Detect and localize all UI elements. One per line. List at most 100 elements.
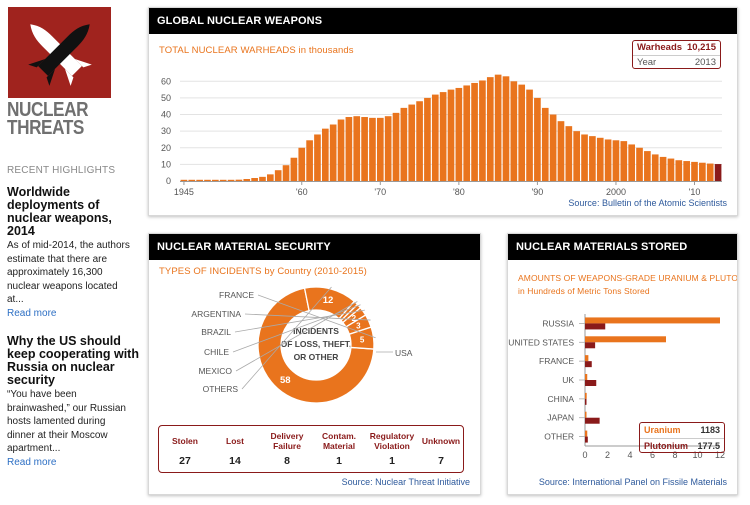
warheads-bar bbox=[573, 131, 581, 181]
materials-legend: Uranium 1183 Plutonium 177.5 bbox=[639, 422, 725, 453]
read-more-link[interactable]: Read more bbox=[7, 307, 57, 319]
warheads-bar bbox=[196, 179, 203, 181]
slice-value-label: 2 bbox=[352, 314, 357, 323]
warheads-bar bbox=[706, 163, 714, 181]
warheads-bar bbox=[675, 160, 683, 181]
story-title-line: deployments of bbox=[7, 198, 100, 212]
warheads-bar bbox=[455, 87, 463, 181]
recent-highlights-heading: RECENT HIGHLIGHTS bbox=[7, 165, 116, 176]
subtitle-line-1: AMOUNTS OF WEAPONS-GRADE URANIUM & PLUTO… bbox=[518, 273, 738, 283]
nuclear-threats-logo[interactable] bbox=[8, 7, 111, 98]
warheads-bar bbox=[290, 157, 298, 181]
slice-country-label: ARGENTINA bbox=[191, 309, 241, 319]
slice-value-label: 58 bbox=[280, 375, 291, 386]
panel-title: NUCLEAR MATERIAL SECURITY bbox=[149, 234, 480, 260]
warheads-bar bbox=[683, 161, 690, 181]
category-label: CHINA bbox=[548, 394, 575, 404]
story-2: Why the US should keep cooperating with … bbox=[7, 335, 139, 469]
warheads-bar bbox=[651, 154, 659, 181]
subtitle-rest: in thousands bbox=[295, 45, 354, 56]
warheads-bar bbox=[267, 174, 274, 181]
category-label: RUSSIA bbox=[542, 318, 574, 328]
warheads-bar bbox=[447, 89, 455, 181]
story-2-title[interactable]: Why the US should keep cooperating with … bbox=[7, 335, 139, 387]
warheads-bar bbox=[589, 136, 596, 181]
materials-stored-bar-chart: RUSSIA UNITED STATES FRANCE UK CHINA JAPAN OTH… bbox=[508, 314, 725, 460]
warheads-bar bbox=[439, 92, 447, 181]
incident-value: 8 bbox=[284, 455, 290, 467]
incident-label: Unknown bbox=[421, 436, 461, 446]
story-text-line: As of mid-2014, the authors bbox=[7, 240, 130, 251]
x-tick-label: 2000 bbox=[606, 187, 626, 197]
subtitle-line-2: in Hundreds of Metric Tons Stored bbox=[518, 286, 650, 296]
plutonium-bar bbox=[585, 417, 600, 424]
y-tick-label: 60 bbox=[161, 76, 171, 86]
incident-column: Regulatory Violation 1 bbox=[365, 426, 419, 472]
warheads-bar bbox=[306, 140, 313, 181]
incident-value: 1 bbox=[336, 455, 342, 467]
plutonium-bar bbox=[585, 436, 588, 443]
story-1-title[interactable]: Worldwide deployments of nuclear weapons… bbox=[7, 186, 125, 238]
story-title-line: Russia on nuclear bbox=[7, 360, 115, 374]
leader-line bbox=[257, 294, 376, 339]
nuclear-material-security-panel: NUCLEAR MATERIAL SECURITY TYPES OF INCID… bbox=[148, 233, 481, 495]
warheads-bar bbox=[541, 107, 549, 181]
incident-label-line: Material bbox=[322, 441, 356, 451]
x-tick-label: '60 bbox=[296, 187, 308, 197]
x-tick-label: '10 bbox=[689, 187, 701, 197]
warheads-bar bbox=[345, 117, 353, 181]
chart-subtitle: TYPES OF INCIDENTS by Country (2010-2015… bbox=[159, 266, 367, 277]
warheads-bar bbox=[227, 179, 235, 181]
donut-slice bbox=[348, 326, 375, 350]
chart-source: Source: Bulletin of the Atomic Scientist… bbox=[568, 198, 727, 208]
category-label: OTHER bbox=[544, 432, 574, 442]
uranium-bar bbox=[585, 355, 589, 362]
slice-value-label: 5 bbox=[360, 335, 365, 344]
story-title-line: nuclear weapons, bbox=[7, 211, 112, 225]
story-1-excerpt: As of mid-2014, the authors estimate tha… bbox=[7, 239, 130, 307]
panel-title: NUCLEAR MATERIALS STORED bbox=[508, 234, 737, 260]
legend-uranium-label: Uranium bbox=[644, 425, 681, 435]
incident-label-line: Violation bbox=[374, 441, 410, 451]
callout-year-label: Year bbox=[637, 56, 657, 68]
warheads-bar bbox=[581, 134, 588, 181]
uranium-bar bbox=[585, 411, 587, 418]
subtitle-caps: TOTAL NUCLEAR WARHEADS bbox=[159, 45, 296, 56]
incident-label: Regulatory Violation bbox=[365, 431, 419, 451]
leader-line bbox=[241, 286, 332, 390]
story-text-line: hosts lamented during bbox=[7, 416, 106, 427]
chart-subtitle: TOTAL NUCLEAR WARHEADS in thousands bbox=[159, 45, 354, 56]
story-text-line: dinner at their Moscow bbox=[7, 429, 108, 441]
warheads-bar bbox=[424, 97, 431, 181]
warheads-bar bbox=[180, 179, 188, 181]
story-title-line: security bbox=[7, 373, 55, 387]
incident-label-line: Delivery bbox=[270, 431, 304, 441]
slice-country-label: MEXICO bbox=[198, 366, 232, 376]
warheads-bar bbox=[549, 114, 557, 181]
brand-line-1: NUCLEAR bbox=[7, 99, 89, 121]
warheads-bar bbox=[565, 126, 573, 181]
incident-label-line: Contam. bbox=[322, 431, 356, 441]
read-more-link[interactable]: Read more bbox=[7, 456, 57, 468]
leader-line bbox=[232, 304, 361, 353]
warheads-bar bbox=[369, 117, 376, 181]
warheads-bar bbox=[298, 147, 306, 181]
warheads-bar bbox=[204, 179, 211, 181]
story-text-line: approximately 16,300 bbox=[7, 267, 103, 278]
warheads-bar bbox=[235, 179, 243, 181]
callout-warheads-label: Warheads bbox=[637, 42, 683, 53]
slice-country-label: FRANCE bbox=[219, 290, 254, 300]
warheads-bar bbox=[376, 117, 384, 181]
warheads-bar bbox=[628, 144, 635, 181]
category-label: UK bbox=[562, 375, 574, 385]
warheads-bar bbox=[510, 81, 518, 181]
donut-center-line: OF LOSS, THEFT, bbox=[281, 339, 352, 349]
warheads-bar bbox=[691, 161, 698, 181]
uranium-bar bbox=[585, 430, 588, 437]
story-2-excerpt: “You have been brainwashed,” our Russian… bbox=[7, 388, 126, 456]
global-nuclear-weapons-panel: GLOBAL NUCLEAR WEAPONS TOTAL NUCLEAR WAR… bbox=[148, 7, 738, 216]
warheads-bar bbox=[667, 158, 675, 181]
warheads-bar bbox=[329, 124, 337, 181]
warheads-bar bbox=[314, 134, 321, 181]
story-title-line: Worldwide bbox=[7, 185, 70, 199]
